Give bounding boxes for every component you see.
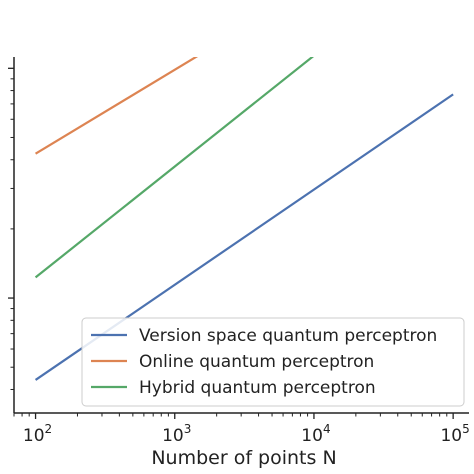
legend-box [81,317,465,407]
x-tick-label: 105 [440,422,469,446]
x-tick-label: 103 [162,422,191,446]
ticks: 102 103 104 105 [8,67,470,446]
x-tick-label: 104 [301,422,330,446]
legend-label: Online quantum perceptron [139,352,374,372]
legend-label: Hybrid quantum perceptron [139,378,376,398]
legend: Version space quantum perceptron Online q… [81,317,465,407]
series-line-2 [34,57,199,155]
x-tick-label: 102 [23,422,52,446]
legend-label: Version space quantum perceptron [139,326,437,346]
x-axis-label: Number of points N [151,447,336,469]
series-line-3 [34,57,314,279]
